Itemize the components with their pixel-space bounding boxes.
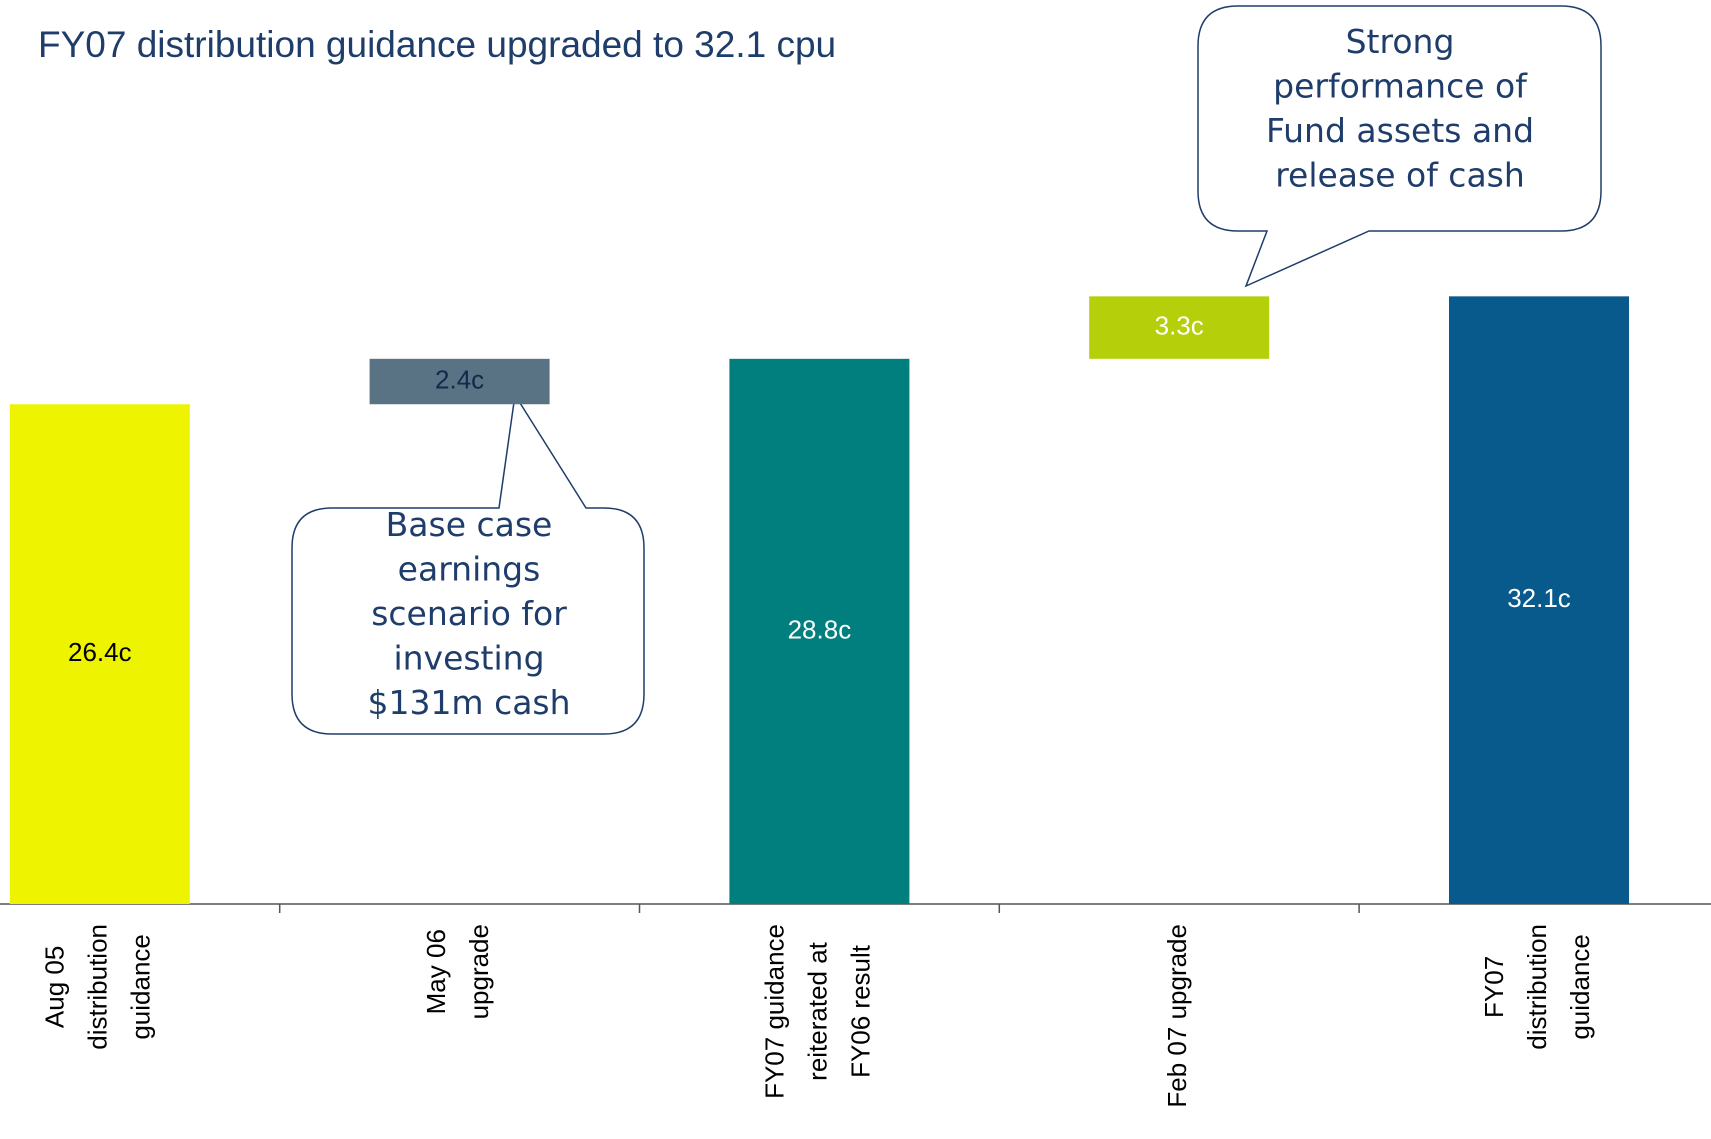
x-tick-label-line: distribution [83, 924, 113, 1050]
x-tick-label: FY07 distribution guidance [1479, 924, 1595, 1050]
x-tick-label-line: distribution [1522, 924, 1552, 1050]
x-tick-label-line: upgrade [464, 924, 494, 1019]
x-tick-label: May 06 upgrade [421, 924, 494, 1019]
x-tick-label-line: May 06 [421, 929, 451, 1014]
bar [1449, 296, 1629, 904]
bar [369, 358, 550, 405]
callout-bubble [291, 392, 645, 735]
x-tick-label-line: guidance [1565, 934, 1595, 1040]
x-tick-label: Feb 07 upgrade [1162, 924, 1192, 1108]
bar [9, 404, 190, 904]
x-tick-label-line: Aug 05 [40, 946, 70, 1028]
x-tick-label: Aug 05 distribution guidance [40, 924, 156, 1050]
bar [729, 358, 910, 904]
x-tick-label-line: guidance [126, 934, 156, 1040]
callout-bubble [1197, 5, 1602, 288]
value-label: 26.4c [68, 637, 132, 667]
value-label: 32.1c [1507, 583, 1571, 613]
bar [1089, 296, 1270, 359]
callout-text: Strong performance of Fund assets and relea… [1266, 22, 1534, 195]
x-tick-label-line: Feb 07 upgrade [1162, 924, 1192, 1108]
value-label: 3.3c [1155, 310, 1204, 340]
chart-title: FY07 distribution guidance upgraded to 3… [38, 24, 836, 65]
x-tick-label-line: reiterated at [802, 941, 832, 1081]
value-label: 2.4c [435, 364, 484, 394]
value-label: 28.8c [788, 614, 852, 644]
x-tick-label-line: FY07 guidance [759, 924, 789, 1099]
x-tick-label-line: FY06 result [845, 944, 875, 1078]
x-tick-label: FY07 guidance reiterated at FY06 result [759, 924, 875, 1099]
x-tick-label-line: FY07 [1479, 956, 1509, 1018]
callout-text: Base case earnings scenario for investing $1… [367, 505, 570, 722]
